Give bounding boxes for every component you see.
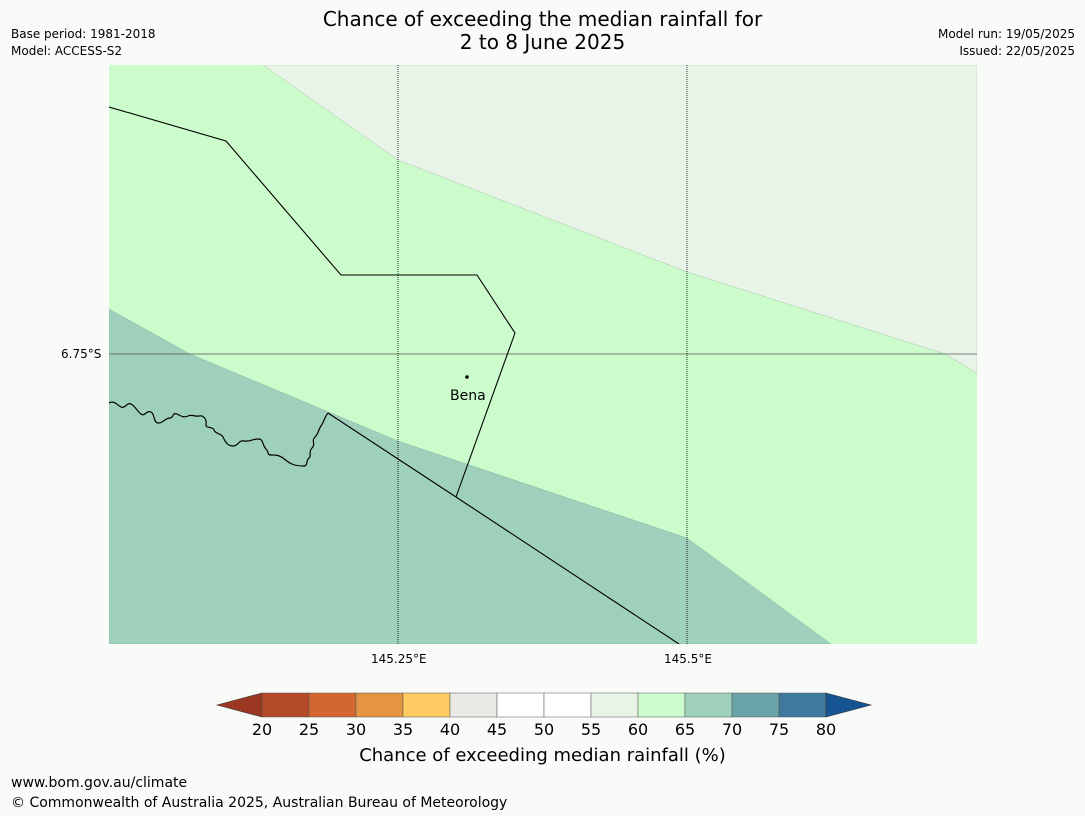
colorbar-extend-low — [215, 692, 263, 718]
metadata-left: Base period: 1981-2018 Model: ACCESS-S2 — [11, 26, 156, 60]
colorbar-swatch — [543, 692, 592, 718]
province-boundary — [109, 106, 516, 498]
colorbar-swatch — [590, 692, 639, 718]
colorbar-label: Chance of exceeding median rainfall (%) — [359, 745, 726, 766]
colorbar-swatch — [261, 692, 310, 718]
town-marker — [465, 375, 469, 379]
colorbar-swatch — [355, 692, 404, 718]
colorbar-swatch — [731, 692, 780, 718]
colorbar-tick-label: 25 — [298, 720, 320, 739]
footer-copyright: © Commonwealth of Australia 2025, Austra… — [11, 795, 508, 811]
colorbar-ticks: 20 25 30 35 40 45 50 55 60 65 70 75 80 — [0, 720, 1085, 742]
colorbar — [215, 692, 873, 718]
river-line — [109, 401, 329, 467]
colorbar-tick-label: 80 — [815, 720, 837, 739]
province-boundary-south — [327, 412, 680, 644]
lon-label-1: 145.25°E — [371, 652, 427, 666]
model-run: Model run: 19/05/2025 — [937, 27, 1075, 41]
lon-label-2: 145.5°E — [664, 652, 712, 666]
colorbar-swatches — [215, 692, 873, 718]
footer-url: www.bom.gov.au/climate — [11, 775, 188, 791]
colorbar-tick-label: 35 — [392, 720, 414, 739]
issued-date: Issued: 22/05/2025 — [959, 44, 1075, 58]
colorbar-swatch — [402, 692, 451, 718]
base-period: Base period: 1981-2018 — [11, 27, 156, 41]
map-title: Chance of exceeding the median rainfall … — [0, 8, 1085, 54]
colorbar-swatch — [637, 692, 686, 718]
lat-label: 6.75°S — [61, 347, 102, 361]
colorbar-extend-high — [825, 692, 873, 718]
colorbar-tick-label: 50 — [533, 720, 555, 739]
colorbar-tick-label: 30 — [345, 720, 367, 739]
model-name: Model: ACCESS-S2 — [11, 44, 123, 58]
colorbar-swatch — [778, 692, 827, 718]
colorbar-swatch — [449, 692, 498, 718]
colorbar-tick-label: 45 — [486, 720, 508, 739]
colorbar-swatch — [684, 692, 733, 718]
colorbar-tick-label: 75 — [768, 720, 790, 739]
colorbar-tick-label: 55 — [580, 720, 602, 739]
title-line-2: 2 to 8 June 2025 — [459, 30, 626, 54]
colorbar-swatch — [308, 692, 357, 718]
colorbar-tick-label: 40 — [439, 720, 461, 739]
colorbar-tick-label: 65 — [674, 720, 696, 739]
rainfall-map — [109, 65, 977, 644]
colorbar-tick-label: 70 — [721, 720, 743, 739]
colorbar-swatch — [496, 692, 545, 718]
metadata-right: Model run: 19/05/2025 Issued: 22/05/2025 — [938, 26, 1075, 60]
colorbar-tick-label: 60 — [627, 720, 649, 739]
place-label: Bena — [450, 388, 486, 404]
title-line-1: Chance of exceeding the median rainfall … — [322, 7, 763, 31]
colorbar-tick-label: 20 — [251, 720, 273, 739]
